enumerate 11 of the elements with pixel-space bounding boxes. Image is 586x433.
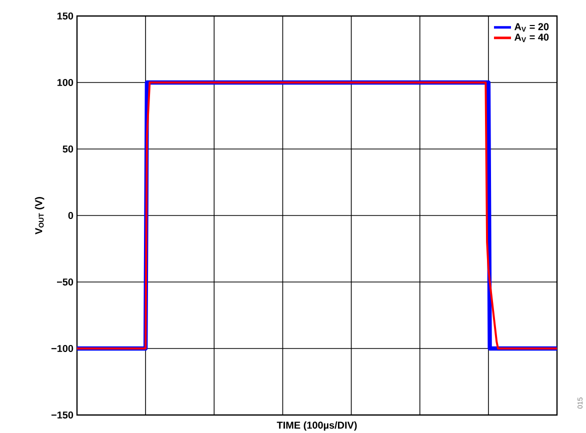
x-axis-title: TIME (100µs/DIV)	[276, 421, 357, 431]
y-tick-label: −150	[51, 411, 74, 419]
y-tick-label: −50	[56, 278, 74, 286]
legend-label: A$_{V}$ = 40	[514, 34, 549, 42]
legend-label: A$_{V}$ = 20	[514, 23, 549, 32]
y-tick-label: 50	[62, 145, 74, 153]
y-tick-label: −100	[51, 344, 74, 352]
y-tick-label: 0	[68, 212, 74, 220]
y-axis-title: V$_{OUT}$ (V)	[34, 197, 44, 234]
y-tick-label: 100	[57, 78, 74, 86]
y-tick-label: 150	[57, 12, 74, 20]
